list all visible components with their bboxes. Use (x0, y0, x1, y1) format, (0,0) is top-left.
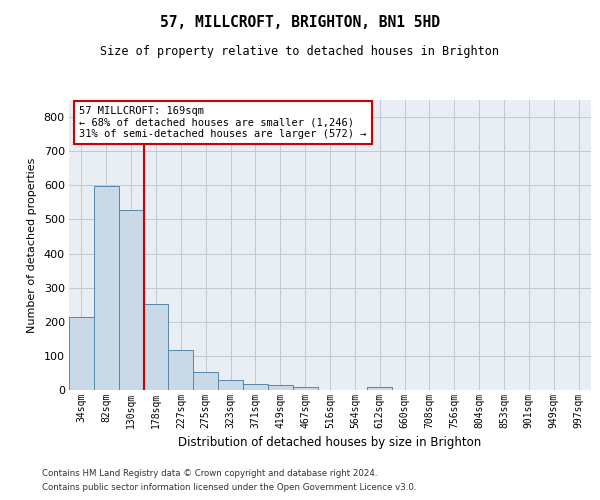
Text: Contains public sector information licensed under the Open Government Licence v3: Contains public sector information licen… (42, 484, 416, 492)
Bar (218, 380, 243, 390)
Text: Size of property relative to detached houses in Brighton: Size of property relative to detached ho… (101, 45, 499, 58)
X-axis label: Distribution of detached houses by size in Brighton: Distribution of detached houses by size … (178, 436, 482, 450)
Bar (169, 350, 193, 390)
Bar (367, 388, 392, 390)
Text: 57 MILLCROFT: 169sqm
← 68% of detached houses are smaller (1,246)
31% of semi-de: 57 MILLCROFT: 169sqm ← 68% of detached h… (79, 106, 367, 139)
Text: Contains HM Land Registry data © Crown copyright and database right 2024.: Contains HM Land Registry data © Crown c… (42, 468, 377, 477)
Bar (69, 316, 94, 390)
Bar (268, 385, 293, 390)
Bar (94, 186, 119, 390)
Text: 57, MILLCROFT, BRIGHTON, BN1 5HD: 57, MILLCROFT, BRIGHTON, BN1 5HD (160, 15, 440, 30)
Bar (293, 388, 317, 390)
Bar (243, 384, 268, 390)
Bar (143, 304, 169, 390)
Bar (193, 372, 218, 390)
Bar (119, 210, 143, 390)
Y-axis label: Number of detached properties: Number of detached properties (27, 158, 37, 332)
